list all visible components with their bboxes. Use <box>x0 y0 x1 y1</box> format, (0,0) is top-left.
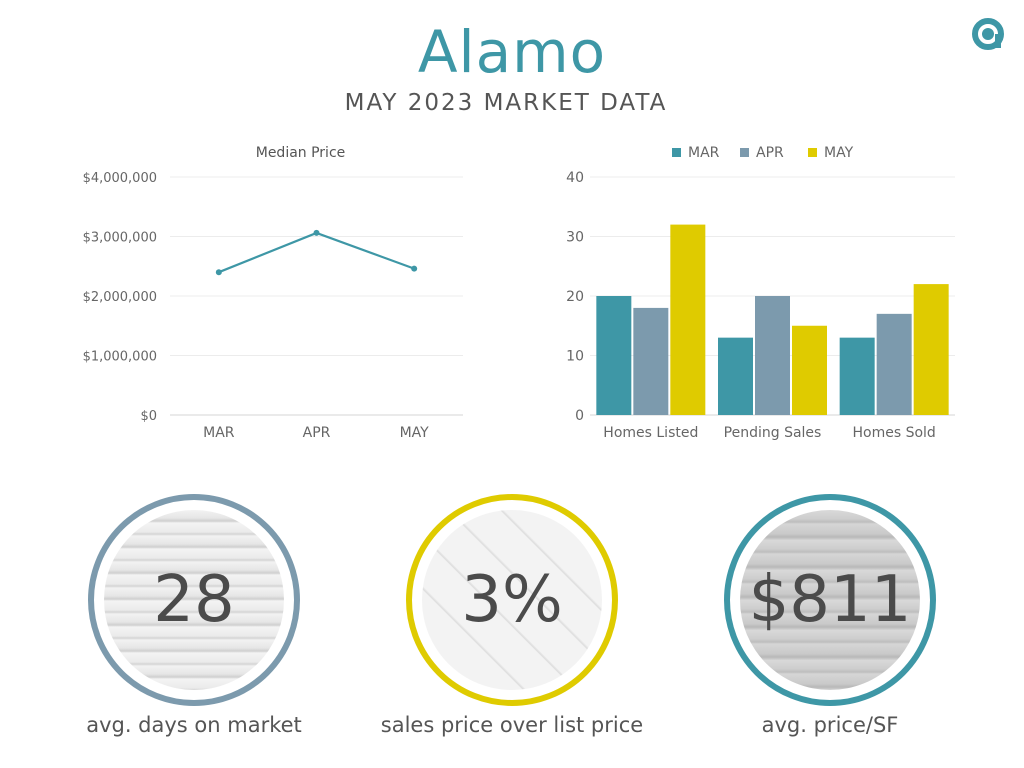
a-circle-logo-icon <box>972 18 1004 50</box>
page-subtitle: MAY 2023 MARKET DATA <box>344 90 668 116</box>
sales-over-list-stat: 3% <box>406 494 618 706</box>
legend-label: APR <box>756 145 784 161</box>
x-tick-label: MAY <box>400 425 430 441</box>
y-tick-label: $4,000,000 <box>83 171 157 186</box>
y-tick-label: $2,000,000 <box>83 290 157 305</box>
bar <box>792 325 827 415</box>
bar <box>596 296 632 415</box>
stat-label: avg. days on market <box>86 713 302 737</box>
x-tick-label: Pending Sales <box>724 425 822 441</box>
y-tick-label: $0 <box>140 409 157 424</box>
bar <box>633 307 669 415</box>
stat-value: 28 <box>153 563 235 637</box>
y-tick-label: $3,000,000 <box>83 231 157 246</box>
stat-value: $811 <box>748 563 912 637</box>
data-point <box>313 229 320 236</box>
median-price-line-chart: Median Price $0 $1,000,000 $2,000,000 $3,000… <box>83 145 463 441</box>
bar <box>755 296 790 415</box>
page-title: Alamo <box>417 18 607 86</box>
legend-label: MAR <box>688 145 720 161</box>
y-tick-label: $1,000,000 <box>83 350 157 365</box>
stat-label: avg. price/SF <box>761 713 899 737</box>
legend-swatch <box>740 148 749 157</box>
bar <box>718 337 753 415</box>
data-point <box>411 265 418 272</box>
bar <box>670 224 706 415</box>
bar <box>876 313 912 415</box>
y-tick-label: 40 <box>566 170 584 186</box>
chart-title: Median Price <box>256 145 346 161</box>
data-point <box>215 269 222 276</box>
market-activity-bar-chart: 0 10 20 30 40 Homes Listed Pending Sales Homes … <box>566 145 955 441</box>
bar <box>839 337 875 415</box>
stat-label: sales price over list price <box>380 713 644 737</box>
legend-swatch <box>808 148 817 157</box>
wood-texture-image <box>104 510 284 690</box>
x-tick-label: MAR <box>203 425 235 441</box>
y-tick-label: 30 <box>566 230 584 246</box>
x-tick-label: Homes Sold <box>853 425 936 441</box>
days-on-market-stat: 28 <box>88 494 300 706</box>
bar <box>913 284 949 415</box>
tile-texture-image <box>422 510 602 690</box>
stat-value: 3% <box>461 563 563 637</box>
legend-swatch <box>672 148 681 157</box>
legend-label: MAY <box>824 145 854 161</box>
price-per-sf-stat: $811 <box>724 494 936 706</box>
wood-texture-image <box>740 510 920 690</box>
x-tick-label: APR <box>303 425 331 441</box>
x-tick-label: Homes Listed <box>603 425 698 441</box>
y-tick-label: 20 <box>566 289 584 305</box>
y-tick-label: 0 <box>575 408 584 424</box>
y-tick-label: 10 <box>566 349 584 365</box>
